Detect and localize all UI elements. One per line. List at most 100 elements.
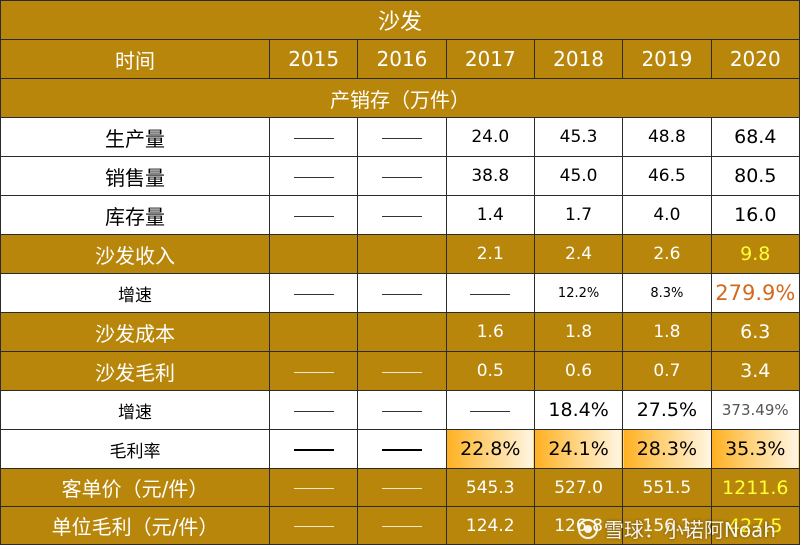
empty-dash: —— (293, 488, 334, 489)
value-cell: 545.3 (445, 468, 535, 507)
row-label: 沙发收入 (0, 234, 270, 274)
row-label: 生产量 (0, 117, 270, 157)
value-cell: 68.4 (710, 117, 800, 157)
empty-dash: —— (381, 176, 422, 178)
year-2019: 2019 (622, 39, 712, 79)
value-cell: 8.3% (622, 273, 712, 313)
value-cell: 1.8 (533, 312, 624, 352)
value-cell: 45.0 (533, 156, 624, 196)
empty-dash: —— (470, 293, 511, 295)
sales-row: 销售量 —— —— 38.8 45.0 46.5 80.5 (0, 156, 800, 196)
row-label: 增速 (0, 273, 270, 313)
unit-profit-row: 单位毛利（元/件） —— —— 124.2 126.8 156.1 427.5 (0, 506, 800, 545)
empty-dash: —— (293, 410, 334, 412)
value-cell: 2.1 (445, 234, 535, 274)
empty-dash: —— (381, 137, 422, 139)
xueqiu-logo-icon (577, 518, 598, 539)
value-cell: 527.0 (533, 468, 624, 507)
value-cell: 80.5 (710, 156, 800, 196)
empty-dash: —— (293, 215, 334, 217)
value-cell: 0.6 (533, 351, 624, 391)
value-cell: 1.4 (445, 195, 535, 235)
revenue-row: 沙发收入 2.1 2.4 2.6 9.8 (0, 234, 800, 274)
empty-dash: —— (293, 137, 334, 139)
value-cell: 1.8 (622, 312, 712, 352)
empty-dash: —— (470, 410, 511, 412)
value-cell: 27.5% (622, 390, 712, 430)
value-cell: 156.1 (622, 506, 712, 545)
value-cell-highlight: 9.8 (710, 234, 800, 274)
value-cell: 48.8 (622, 117, 712, 157)
value-cell: 1.7 (533, 195, 624, 235)
value-cell: 551.5 (622, 468, 712, 507)
unit-price-row: 客单价（元/件） —— —— 545.3 527.0 551.5 1211.6 (0, 468, 800, 507)
empty-dash: —— (293, 371, 334, 373)
section-header: 产销存（万件） (0, 78, 800, 118)
profit-growth-row: 增速 —— —— —— 18.4% 27.5% 373.49% (0, 390, 800, 430)
empty-dash: —— (381, 526, 422, 527)
inventory-row: 库存量 —— —— 1.4 1.7 4.0 16.0 (0, 195, 800, 235)
value-cell: 18.4% (533, 390, 624, 430)
empty-dash: —— (381, 371, 422, 373)
empty-dash: —— (293, 526, 334, 527)
year-2018: 2018 (533, 39, 624, 79)
empty-dash: —— (293, 293, 334, 295)
year-2016: 2016 (357, 39, 447, 79)
value-cell: 126.8 (533, 506, 624, 545)
value-cell: 16.0 (710, 195, 800, 235)
cost-row: 沙发成本 1.6 1.8 1.8 6.3 (0, 312, 800, 352)
value-cell-highlight: 1211.6 (710, 468, 800, 507)
revenue-growth-row: 增速 —— —— —— 12.2% 8.3% 279.9% (0, 273, 800, 313)
row-label: 毛利率 (0, 429, 270, 469)
margin-bar-cell: 24.1% (533, 429, 624, 469)
watermark-text: 雪球：小诺阿Noah (603, 518, 776, 542)
row-label: 销售量 (0, 156, 270, 196)
empty-dash: —— (293, 449, 334, 451)
value-cell: 24.0 (445, 117, 535, 157)
margin-row: 毛利率 —— —— 22.8% 24.1% 28.3% 35.3% (0, 429, 800, 469)
empty-dash: —— (381, 293, 422, 295)
value-cell: 12.2% (533, 273, 624, 313)
table-title: 沙发 (0, 0, 800, 40)
value-cell: 45.3 (533, 117, 624, 157)
production-row: 生产量 —— —— 24.0 45.3 48.8 68.4 (0, 117, 800, 157)
row-label: 库存量 (0, 195, 270, 235)
value-cell: 1.6 (445, 312, 535, 352)
value-cell: 46.5 (622, 156, 712, 196)
empty-dash: —— (381, 488, 422, 489)
margin-bar-cell: 28.3% (622, 429, 712, 469)
empty-cell (268, 234, 359, 274)
value-cell-highlight: 279.9% (710, 273, 800, 313)
year-2015: 2015 (268, 39, 359, 79)
empty-dash: —— (381, 410, 422, 412)
empty-cell (268, 312, 359, 352)
empty-cell (357, 234, 447, 274)
value-cell: 373.49% (710, 390, 800, 430)
row-label: 沙发毛利 (0, 351, 270, 391)
value-cell: 6.3 (710, 312, 800, 352)
year-2017: 2017 (445, 39, 535, 79)
value-cell: 124.2 (445, 506, 535, 545)
empty-dash: —— (293, 176, 334, 178)
value-cell-highlight: 427.5 (710, 506, 800, 545)
empty-cell (357, 312, 447, 352)
value-cell: 3.4 (710, 351, 800, 391)
value-cell: 0.5 (445, 351, 535, 391)
row-label: 单位毛利（元/件） (0, 506, 270, 545)
row-label: 沙发成本 (0, 312, 270, 352)
empty-dash: —— (381, 449, 422, 451)
watermark: 雪球：小诺阿Noah (577, 514, 776, 543)
gross-profit-row: 沙发毛利 —— —— 0.5 0.6 0.7 3.4 (0, 351, 800, 391)
margin-bar-cell: 22.8% (445, 429, 535, 469)
time-label: 时间 (0, 39, 270, 79)
value-cell: 2.6 (622, 234, 712, 274)
value-cell: 2.4 (533, 234, 624, 274)
value-cell: 0.7 (622, 351, 712, 391)
value-cell: 38.8 (445, 156, 535, 196)
row-label: 增速 (0, 390, 270, 430)
year-header-row: 时间 2015 2016 2017 2018 2019 2020 (0, 39, 800, 79)
margin-bar-cell: 35.3% (710, 429, 800, 469)
empty-dash: —— (381, 215, 422, 217)
row-label: 客单价（元/件） (0, 468, 270, 507)
